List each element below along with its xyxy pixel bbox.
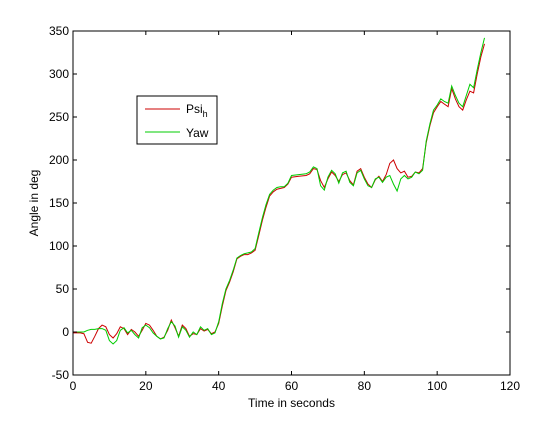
legend-label-psi-subscript: h <box>203 109 208 119</box>
y-tick-label: 250 <box>49 110 69 124</box>
x-tick-label: 60 <box>285 379 299 393</box>
x-tick-label: 0 <box>70 379 77 393</box>
x-tick-label: 100 <box>427 379 447 393</box>
plot-area <box>73 31 510 375</box>
series-line-psi <box>73 43 485 344</box>
y-tick-label: 350 <box>49 24 69 38</box>
x-tick-label: 120 <box>500 379 520 393</box>
y-tick-label: 300 <box>49 67 69 81</box>
legend-label-yaw: Yaw <box>186 126 209 140</box>
y-tick-label: 150 <box>49 196 69 210</box>
legend-label-psi-main: Psi <box>186 102 203 116</box>
series-layer <box>73 37 485 345</box>
legend-label-psi: Psih <box>186 102 208 119</box>
y-tick-label: -50 <box>52 368 70 382</box>
y-tick-label: 200 <box>49 153 69 167</box>
y-axis-label: Angle in deg <box>27 170 41 237</box>
x-tick-label: 80 <box>358 379 372 393</box>
x-axis-label: Time in seconds <box>248 396 335 410</box>
legend: Psih Yaw <box>136 95 218 145</box>
series-line-yaw <box>73 37 485 345</box>
y-tick-label: 0 <box>62 325 69 339</box>
y-tick-label: 50 <box>56 282 70 296</box>
y-axis-ticks: -50 0 50 100 150 200 250 300 350 <box>49 24 510 382</box>
legend-box <box>136 95 218 145</box>
y-tick-label: 100 <box>49 239 69 253</box>
x-tick-label: 20 <box>139 379 153 393</box>
x-axis-ticks: 0 20 40 60 80 100 120 <box>70 31 520 393</box>
x-tick-label: 40 <box>212 379 226 393</box>
